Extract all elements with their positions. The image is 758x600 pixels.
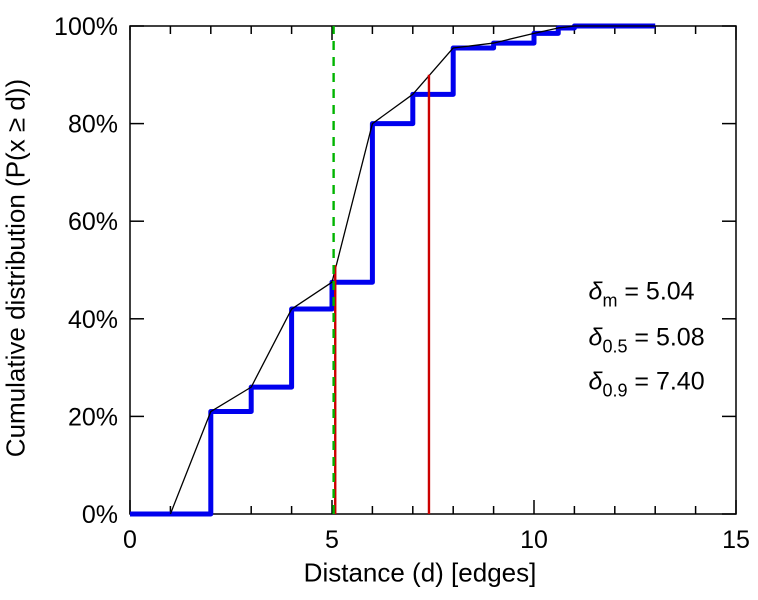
y-tick-label: 40% xyxy=(68,306,118,334)
linear-interpolation-line xyxy=(169,25,656,515)
y-axis-label: Cumulative distribution (P(x ≥ d)) xyxy=(0,78,31,458)
empirical-cdf-step-line xyxy=(130,23,656,517)
x-tick-label: 5 xyxy=(325,526,339,554)
y-tick-label: 20% xyxy=(68,403,118,431)
x-tick-label: 15 xyxy=(722,526,750,554)
annotation-delta-09: δ0.9 = 7.40 xyxy=(589,368,705,401)
x-axis-label: Distance (d) [edges] xyxy=(303,557,537,588)
plot-border xyxy=(129,25,737,515)
x-tick-label: 10 xyxy=(520,526,548,554)
annotation-delta-m: δm = 5.04 xyxy=(589,277,695,310)
y-tick-label: 80% xyxy=(68,111,118,139)
y-tick-label: 0% xyxy=(82,501,118,529)
y-tick-label: 60% xyxy=(68,208,118,236)
annotation-delta-05: δ0.5 = 5.08 xyxy=(589,324,705,357)
y-tick-label: 100% xyxy=(54,13,118,41)
x-tick-label: 0 xyxy=(123,526,137,554)
